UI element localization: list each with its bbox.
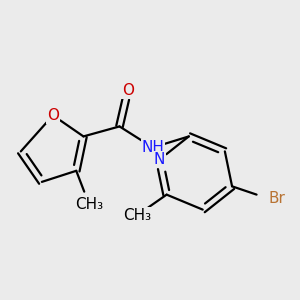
Text: Br: Br	[268, 191, 285, 206]
Text: CH₃: CH₃	[123, 208, 151, 223]
Text: N: N	[154, 152, 165, 167]
Text: O: O	[122, 83, 134, 98]
Text: CH₃: CH₃	[75, 196, 103, 211]
Text: NH: NH	[141, 140, 164, 155]
Text: O: O	[47, 108, 59, 123]
